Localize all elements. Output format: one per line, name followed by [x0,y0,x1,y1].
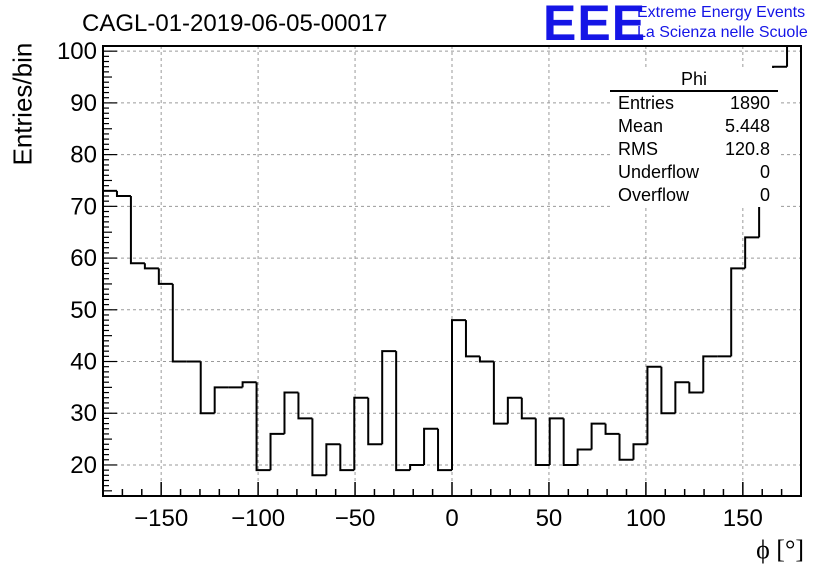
stats-label: Mean [618,116,664,136]
histogram-bin [353,396,369,471]
histogram-bin [688,382,704,394]
x-tick-label: 50 [536,505,563,532]
histogram-bin [199,361,215,415]
x-tick-label: −50 [335,505,376,532]
x-tick-label: −100 [231,505,285,532]
stats-row-entries: Entries 1890 [610,92,778,115]
histogram-bin [171,283,187,363]
y-tick-label: 100 [57,38,97,65]
x-tick-label: 150 [723,505,763,532]
histogram-bin [451,319,466,471]
x-tick-label: −150 [134,505,188,532]
stats-value: 1890 [729,93,770,113]
histogram-bin [381,350,397,445]
histogram-bin [464,320,480,358]
stats-label: Overflow [618,185,690,205]
histogram-bin [297,392,313,420]
histogram-bin [478,356,494,363]
histogram-bin [646,365,662,445]
histogram-bin [409,463,425,471]
histogram-bin [674,381,690,414]
y-tick-label: 90 [70,90,97,117]
y-tick-label: 20 [70,452,97,479]
eee-logo: EEE [543,0,647,51]
histogram-bin [590,422,606,450]
histogram-bin [660,366,676,415]
y-tick-label: 50 [70,297,97,324]
stats-label: Underflow [618,162,700,182]
histogram-bin [213,386,229,414]
plot-title: CAGL-01-2019-06-05-00017 [82,10,388,37]
histogram-bin [730,267,746,357]
stats-row-rms: RMS 120.8 [610,138,778,161]
stats-row-mean: Mean 5.448 [610,115,778,138]
histogram-bin [520,397,536,420]
y-tick-label: 70 [70,193,97,220]
histogram-bin [744,236,760,269]
stats-label: RMS [618,139,658,159]
stats-value: 5.448 [724,116,770,136]
histogram-bin [255,382,271,472]
histogram-bin [437,428,452,472]
histogram-bin [506,396,522,424]
stats-value: 0 [759,162,770,182]
histogram-bin [562,418,578,466]
stats-label: Entries [618,93,675,113]
logo-caption-line-2: La Scienza nelle Scuole [637,24,808,41]
stats-value: 0 [759,185,770,205]
x-tick-label: 0 [445,505,458,532]
logo-caption: Extreme Energy Events La Scienza nelle S… [637,3,808,43]
histogram-bin [129,196,145,265]
histogram-bin [283,391,299,434]
x-tick-label: 100 [626,505,666,532]
stats-title: Phi [610,68,778,92]
histogram-bin [325,443,341,476]
histogram-bin [115,190,131,197]
stats-row-overflow: Overflow 0 [610,184,778,207]
histogram-bin [786,45,801,67]
histogram-bin [311,418,327,477]
y-tick-label: 40 [70,349,97,376]
histogram-bin [534,418,550,466]
histogram-bin [241,381,257,388]
histogram-bin [576,448,592,465]
stats-row-underflow: Underflow 0 [610,161,778,184]
x-axis-label: ϕ [°] [756,535,804,564]
histogram-bin [339,444,355,472]
y-tick-label: 60 [70,245,97,272]
histogram-bin [604,423,620,435]
histogram-bin [269,432,285,471]
logo-caption-line-1: Extreme Energy Events [637,4,806,21]
y-tick-label: 80 [70,142,97,169]
histogram-bin [423,427,439,465]
histogram-bin [157,268,173,285]
histogram-bin [548,417,564,465]
histogram-bin [702,355,718,393]
stats-value: 120.8 [724,139,770,159]
histogram-bin [143,263,159,270]
histogram-bin [492,361,508,425]
histogram-bin [618,433,634,461]
y-tick-label: 30 [70,400,97,427]
stats-box: Phi Entries 1890 Mean 5.448 RMS 120.8 Un… [610,68,778,207]
histogram-bin [632,443,648,460]
histogram-bin [395,351,411,472]
histogram-bin [367,397,383,446]
